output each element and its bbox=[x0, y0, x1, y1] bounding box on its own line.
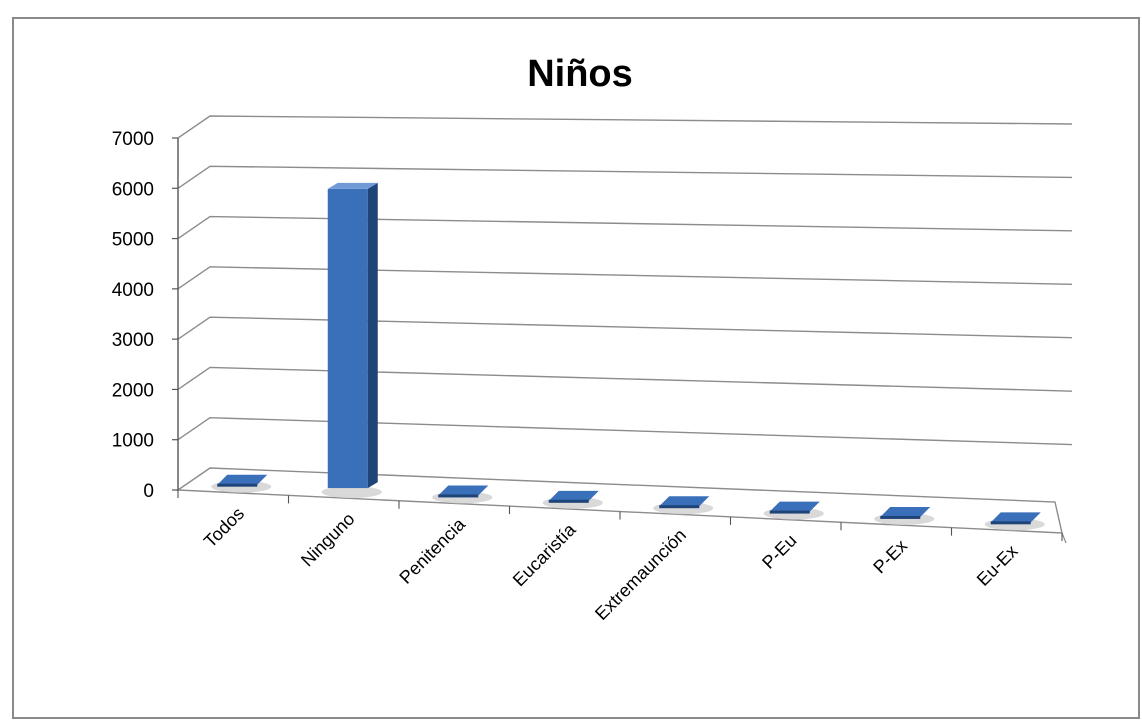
gridlines bbox=[177, 115, 1073, 446]
y-tick-label: 3000 bbox=[112, 330, 154, 351]
gridline bbox=[177, 165, 1073, 189]
bar-top bbox=[217, 474, 268, 485]
bar bbox=[432, 485, 493, 504]
bar-front bbox=[659, 505, 700, 509]
bar bbox=[763, 501, 824, 520]
chart-frame bbox=[12, 17, 1140, 719]
gridline bbox=[177, 417, 1073, 446]
bar-side bbox=[367, 182, 378, 489]
bar-top bbox=[990, 512, 1041, 523]
gridline bbox=[177, 366, 1073, 392]
bar-front bbox=[548, 499, 589, 503]
y-tick-label: 7000 bbox=[112, 129, 154, 150]
x-tick-label: P-Ex bbox=[869, 536, 911, 578]
x-tick-label: Eu-Ex bbox=[973, 541, 1022, 590]
bar bbox=[653, 496, 714, 515]
chart-title: Niños bbox=[527, 53, 633, 95]
x-tick-label: Ninguno bbox=[297, 509, 359, 571]
bar-front bbox=[217, 483, 258, 487]
x-tick-label: P-Eu bbox=[758, 530, 800, 572]
bar-top bbox=[327, 182, 378, 189]
floor-plane bbox=[175, 467, 1067, 544]
bar-top bbox=[659, 496, 710, 507]
bar bbox=[211, 474, 272, 493]
bar-front bbox=[438, 494, 479, 498]
gridline bbox=[177, 215, 1073, 240]
x-tick-label: Extremaunción bbox=[591, 525, 690, 624]
y-tick-label: 1000 bbox=[112, 431, 154, 452]
bar-top bbox=[769, 501, 820, 512]
gridline bbox=[177, 266, 1073, 290]
bar-top bbox=[438, 485, 489, 496]
y-tick-label: 6000 bbox=[112, 179, 154, 200]
bar bbox=[874, 506, 935, 525]
bar-shadow bbox=[321, 486, 382, 499]
y-tick-label: 0 bbox=[143, 481, 154, 502]
bar bbox=[542, 490, 603, 509]
floor bbox=[175, 467, 1063, 534]
bar-front bbox=[327, 188, 368, 489]
bar-front bbox=[990, 521, 1031, 525]
axes bbox=[172, 137, 1063, 541]
bar bbox=[321, 182, 382, 499]
bar-front bbox=[880, 515, 921, 519]
y-tick-label: 4000 bbox=[112, 280, 154, 301]
gridline bbox=[177, 316, 1073, 340]
gridline bbox=[177, 115, 1073, 139]
y-tick-label: 5000 bbox=[112, 230, 154, 251]
floor-edge bbox=[1061, 532, 1067, 544]
x-tick-label: Todos bbox=[200, 503, 248, 551]
x-tick-label: Eucaristía bbox=[509, 519, 580, 590]
y-tick-labels: 0 1000 2000 3000 4000 5000 6000 7000 bbox=[112, 129, 154, 502]
bar-top bbox=[880, 506, 931, 517]
y-tick-label: 2000 bbox=[112, 380, 154, 401]
bar-front bbox=[769, 510, 810, 514]
bar bbox=[984, 512, 1045, 531]
x-tick-label: Penitencia bbox=[395, 513, 469, 587]
bars bbox=[211, 182, 1045, 531]
bar-top bbox=[548, 490, 599, 501]
